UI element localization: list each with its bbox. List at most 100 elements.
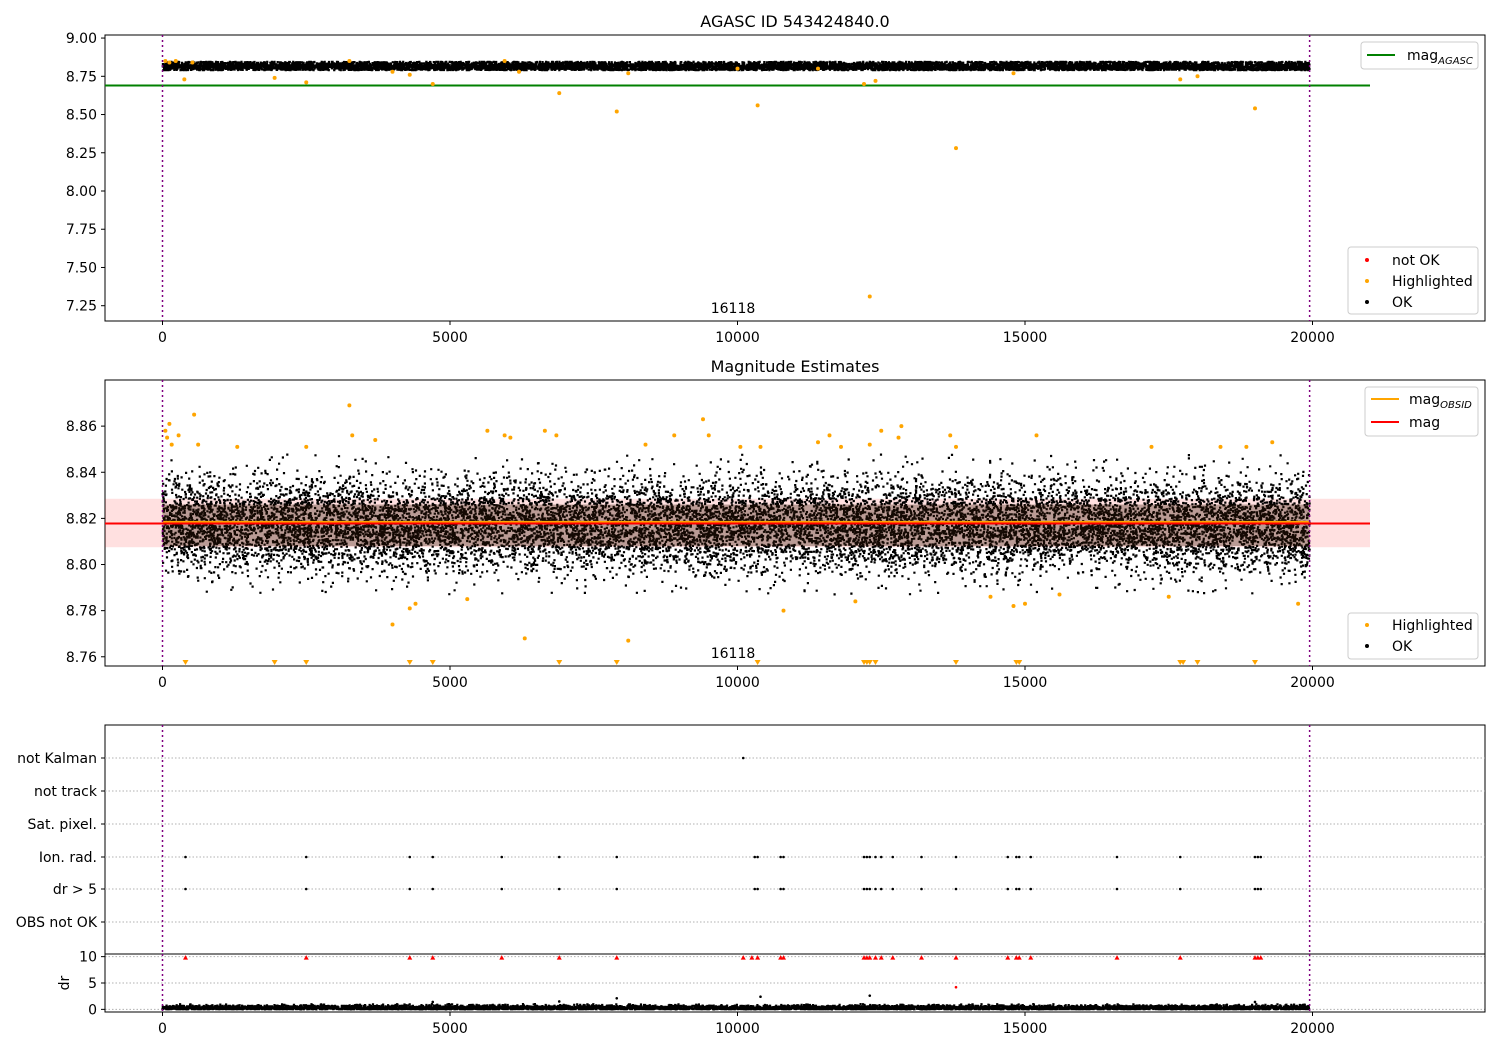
magnitude-x-tick-label: 10000	[715, 675, 760, 691]
flags-flag-point	[753, 855, 757, 859]
agasc-highlighted-point	[163, 59, 168, 63]
magnitude-highlighted-point	[1149, 444, 1154, 449]
flags-flag-point	[1256, 855, 1260, 859]
magnitude-clipped-marker	[1252, 660, 1258, 665]
magnitude-highlighted-point	[165, 435, 170, 440]
agasc-y-tick-label: 9.00	[66, 31, 97, 47]
magnitude-highlighted-point	[373, 437, 378, 442]
flags-flag-point	[431, 887, 435, 891]
dr-outlier-point	[954, 985, 958, 989]
magnitude-highlighted-point	[948, 433, 953, 438]
agasc-highlighted-point	[1011, 71, 1016, 76]
flags-flag-point	[868, 887, 872, 891]
flags-flag-point	[865, 887, 869, 891]
flags-flag-point	[615, 855, 619, 859]
magnitude-y-tick-label: 8.80	[66, 558, 97, 574]
flags-flag-point	[920, 887, 923, 891]
magnitude-highlighted-point	[407, 606, 412, 611]
agasc-x-tick-label: 0	[158, 330, 167, 346]
magnitude-highlighted-point	[879, 428, 884, 433]
flags-category-label: not Kalman	[17, 751, 97, 767]
flags-flag-point	[756, 887, 759, 891]
dr-ok-points	[161, 1003, 1311, 1011]
magnitude-highlighted-point	[413, 601, 418, 606]
magnitude-clipped-marker	[613, 660, 620, 665]
agasc-highlighted-point	[735, 66, 740, 71]
flags-flag-point	[615, 887, 619, 891]
magnitude-highlighted-point	[1023, 601, 1027, 606]
magnitude-highlighted-point	[899, 424, 904, 429]
agasc-highlighted-point	[1178, 77, 1183, 82]
magnitude-highlighted-point	[626, 638, 631, 643]
flags-flag-point	[500, 855, 504, 859]
agasc-x-tick-label: 15000	[1003, 330, 1048, 346]
magnitude-highlighted-point	[304, 444, 309, 449]
magnitude-highlighted-point	[1270, 440, 1275, 445]
flags-flag-point	[920, 855, 923, 859]
flags-flag-point	[408, 887, 412, 891]
magnitude-highlighted-point	[827, 433, 832, 438]
dr-clipped-marker	[303, 955, 309, 960]
magnitude-legend-dot-swatch	[1365, 623, 1369, 627]
magnitude-highlighted-point	[390, 622, 395, 627]
agasc-x-tick-label: 20000	[1290, 330, 1335, 346]
agasc-y-tick-label: 7.50	[66, 260, 97, 276]
magnitude-highlighted-point	[347, 403, 352, 408]
agasc-legend-dot-label: not OK	[1392, 253, 1440, 269]
dr-panel: dr 0 5000 10000 15000 20000 0 5 10	[57, 950, 1486, 1037]
flags-flag-point	[879, 855, 883, 859]
agasc-legend-line-label-subscript: AGASC	[1437, 56, 1473, 67]
flags-category-label: Ion. rad.	[39, 850, 97, 866]
dr-clipped-marker	[1005, 955, 1011, 960]
flags-flag-point	[1253, 855, 1257, 859]
agasc-highlighted-point	[862, 81, 866, 86]
dr-point	[868, 994, 872, 997]
dr-clipped-marker	[1016, 955, 1022, 960]
magnitude-highlighted-point	[169, 442, 174, 447]
magnitude-highlighted-point	[522, 636, 527, 641]
magnitude-highlighted-point	[643, 442, 648, 447]
magnitude-dense-core	[162, 504, 1310, 547]
magnitude-ok-points	[161, 453, 1311, 596]
agasc-y-tick-label: 8.00	[66, 184, 97, 200]
flags-flag-point	[431, 855, 435, 859]
flags-flag-point	[408, 855, 412, 859]
magnitude-highlighted-point	[508, 435, 513, 440]
magnitude-highlighted-point	[1166, 594, 1171, 599]
magnitude-highlighted-point	[954, 444, 958, 449]
agasc-y-tick-label: 8.25	[66, 146, 97, 162]
dr-clipped-marker	[890, 955, 896, 960]
dr-clipped-marker	[1114, 955, 1120, 960]
flags-category-label: dr > 5	[53, 882, 97, 898]
agasc-legend-dot-swatch	[1365, 300, 1369, 304]
magnitude-highlighted-point	[502, 433, 507, 438]
dr-x-tick-label: 10000	[715, 1021, 760, 1037]
magnitude-legend-dot-label: OK	[1392, 639, 1413, 655]
magnitude-highlighted-point	[1057, 592, 1062, 597]
flags-flag-point	[184, 887, 187, 891]
dr-clipped-marker	[873, 955, 878, 960]
agasc-highlighted-point	[272, 75, 277, 80]
agasc-legend-dot-swatch	[1365, 258, 1369, 262]
magnitude-clipped-marker	[953, 660, 959, 665]
agasc-highlighted-point	[517, 69, 521, 74]
agasc-legend-lines	[1360, 41, 1479, 70]
flags-flag-point	[1178, 887, 1182, 891]
magnitude-y-tick-label: 8.78	[66, 604, 97, 620]
dr-panel-ylabel: dr	[57, 975, 73, 990]
flags-flag-point	[868, 855, 872, 859]
agasc-legend-points	[1347, 246, 1479, 315]
agasc-frame	[104, 34, 1486, 322]
dr-clipped-marker	[1028, 955, 1034, 960]
magnitude-highlighted-point	[701, 417, 705, 422]
flags-flag-point	[1178, 855, 1182, 859]
flags-flag-point	[304, 887, 308, 891]
flags-flag-point	[304, 855, 308, 859]
magnitude-clipped-marker	[866, 660, 873, 665]
magnitude-y-tick-label: 8.84	[66, 465, 97, 481]
flags-flag-point	[184, 855, 187, 859]
flags-flag-point	[1259, 855, 1263, 859]
magnitude-clipped-marker	[556, 660, 563, 665]
magnitude-highlighted-point	[176, 433, 181, 438]
dr-y-tick-label: 0	[88, 1002, 97, 1018]
